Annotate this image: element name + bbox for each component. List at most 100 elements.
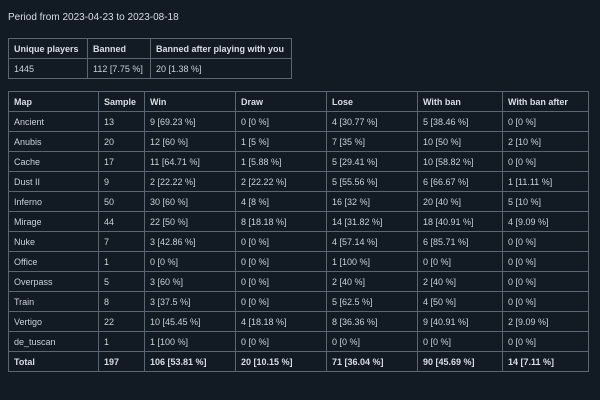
cell-lose: 16 [32 %]: [326, 191, 418, 212]
table-row: Office 1 0 [0 %] 0 [0 %] 1 [100 %] 0 [0 %] 0 […: [8, 251, 589, 272]
cell-draw: 2 [22.22 %]: [235, 171, 327, 192]
cell-sample: 9: [98, 171, 145, 192]
cell-draw: 0 [0 %]: [235, 111, 327, 132]
table-row: Inferno 50 30 [60 %] 4 [8 %] 16 [32 %] 20 [40…: [8, 191, 589, 212]
cell-lose: 4 [57.14 %]: [326, 231, 418, 252]
total-lose: 71 [36.04 %]: [326, 351, 418, 372]
cell-lose: 8 [36.36 %]: [326, 311, 418, 332]
cell-with-ban-after: 1 [11.11 %]: [502, 171, 589, 192]
cell-map-name: Overpass: [8, 271, 99, 292]
cell-win: 9 [69.23 %]: [144, 111, 236, 132]
cell-with-ban: 9 [40.91 %]: [417, 311, 503, 332]
maps-table: Map Sample Win Draw Lose With ban With b…: [8, 91, 589, 372]
cell-sample: 17: [98, 151, 145, 172]
cell-map-name: Office: [8, 251, 99, 272]
cell-draw: 4 [18.18 %]: [235, 311, 327, 332]
header-draw: Draw: [235, 91, 327, 112]
summary-value-row: 1445 112 [7.75 %] 20 [1.38 %]: [8, 58, 292, 79]
header-map: Map: [8, 91, 99, 112]
cell-draw: 1 [5.88 %]: [235, 151, 327, 172]
cell-draw: 1 [5 %]: [235, 131, 327, 152]
cell-with-ban: 10 [58.82 %]: [417, 151, 503, 172]
cell-with-ban: 5 [38.46 %]: [417, 111, 503, 132]
cell-with-ban-after: 0 [0 %]: [502, 291, 589, 312]
cell-with-ban: 0 [0 %]: [417, 251, 503, 272]
table-row: Cache 17 11 [64.71 %] 1 [5.88 %] 5 [29.41 %]…: [8, 151, 589, 172]
cell-lose: 4 [30.77 %]: [326, 111, 418, 132]
cell-win: 3 [37.5 %]: [144, 291, 236, 312]
cell-sample: 50: [98, 191, 145, 212]
cell-sample: 13: [98, 111, 145, 132]
summary-header-row: Unique players Banned Banned after playi…: [8, 38, 292, 59]
table-row: Vertigo 22 10 [45.45 %] 4 [18.18 %] 8 [36.36…: [8, 311, 589, 332]
cell-map-name: Anubis: [8, 131, 99, 152]
cell-lose: 5 [29.41 %]: [326, 151, 418, 172]
cell-lose: 5 [55.56 %]: [326, 171, 418, 192]
cell-sample: 44: [98, 211, 145, 232]
cell-sample: 5: [98, 271, 145, 292]
cell-sample: 22: [98, 311, 145, 332]
cell-map-name: Mirage: [8, 211, 99, 232]
cell-win: 11 [64.71 %]: [144, 151, 236, 172]
cell-with-ban: 6 [66.67 %]: [417, 171, 503, 192]
header-lose: Lose: [326, 91, 418, 112]
cell-map-name: Vertigo: [8, 311, 99, 332]
cell-win: 22 [50 %]: [144, 211, 236, 232]
total-row: Total 197 106 [53.81 %] 20 [10.15 %] 71 …: [8, 351, 589, 372]
cell-with-ban: 18 [40.91 %]: [417, 211, 503, 232]
summary-header-banned-after: Banned after playing with you: [150, 38, 292, 59]
total-with-ban-after: 14 [7.11 %]: [502, 351, 589, 372]
cell-sample: 20: [98, 131, 145, 152]
cell-with-ban-after: 0 [0 %]: [502, 151, 589, 172]
cell-lose: 1 [100 %]: [326, 251, 418, 272]
table-row: de_tuscan 1 1 [100 %] 0 [0 %] 0 [0 %] 0 [0 %]…: [8, 331, 589, 352]
cell-draw: 0 [0 %]: [235, 251, 327, 272]
cell-with-ban-after: 0 [0 %]: [502, 231, 589, 252]
cell-win: 1 [100 %]: [144, 331, 236, 352]
summary-header-banned: Banned: [87, 38, 151, 59]
summary-table: Unique players Banned Banned after playi…: [8, 38, 292, 79]
cell-win: 0 [0 %]: [144, 251, 236, 272]
table-row: Anubis 20 12 [60 %] 1 [5 %] 7 [35 %] 10 [50 %…: [8, 131, 589, 152]
cell-sample: 1: [98, 251, 145, 272]
cell-with-ban-after: 0 [0 %]: [502, 331, 589, 352]
cell-with-ban: 2 [40 %]: [417, 271, 503, 292]
table-row: Overpass 5 3 [60 %] 0 [0 %] 2 [40 %] 2 [40 %]…: [8, 271, 589, 292]
cell-with-ban-after: 5 [10 %]: [502, 191, 589, 212]
cell-with-ban-after: 4 [9.09 %]: [502, 211, 589, 232]
cell-with-ban: 10 [50 %]: [417, 131, 503, 152]
cell-with-ban-after: 0 [0 %]: [502, 111, 589, 132]
cell-with-ban-after: 2 [9.09 %]: [502, 311, 589, 332]
cell-with-ban-after: 0 [0 %]: [502, 271, 589, 292]
cell-with-ban: 4 [50 %]: [417, 291, 503, 312]
cell-win: 12 [60 %]: [144, 131, 236, 152]
cell-draw: 0 [0 %]: [235, 271, 327, 292]
cell-with-ban: 20 [40 %]: [417, 191, 503, 212]
cell-with-ban: 0 [0 %]: [417, 331, 503, 352]
maps-header-row: Map Sample Win Draw Lose With ban With b…: [8, 91, 589, 112]
summary-banned-after: 20 [1.38 %]: [150, 58, 292, 79]
cell-sample: 7: [98, 231, 145, 252]
header-win: Win: [144, 91, 236, 112]
cell-draw: 0 [0 %]: [235, 231, 327, 252]
cell-map-name: Inferno: [8, 191, 99, 212]
total-with-ban: 90 [45.69 %]: [417, 351, 503, 372]
header-sample: Sample: [98, 91, 145, 112]
cell-win: 3 [42.86 %]: [144, 231, 236, 252]
cell-win: 3 [60 %]: [144, 271, 236, 292]
cell-lose: 14 [31.82 %]: [326, 211, 418, 232]
table-row: Ancient 13 9 [69.23 %] 0 [0 %] 4 [30.77 %] 5 …: [8, 111, 589, 132]
cell-draw: 4 [8 %]: [235, 191, 327, 212]
cell-sample: 8: [98, 291, 145, 312]
table-row: Dust II 9 2 [22.22 %] 2 [22.22 %] 5 [55.56 %…: [8, 171, 589, 192]
header-with-ban: With ban: [417, 91, 503, 112]
summary-unique-players: 1445: [8, 58, 88, 79]
cell-lose: 5 [62.5 %]: [326, 291, 418, 312]
cell-map-name: Nuke: [8, 231, 99, 252]
cell-map-name: Cache: [8, 151, 99, 172]
table-row: Nuke 7 3 [42.86 %] 0 [0 %] 4 [57.14 %] 6 [85.…: [8, 231, 589, 252]
table-row: Mirage 44 22 [50 %] 8 [18.18 %] 14 [31.82 %]…: [8, 211, 589, 232]
cell-with-ban-after: 2 [10 %]: [502, 131, 589, 152]
header-with-ban-after: With ban after: [502, 91, 589, 112]
